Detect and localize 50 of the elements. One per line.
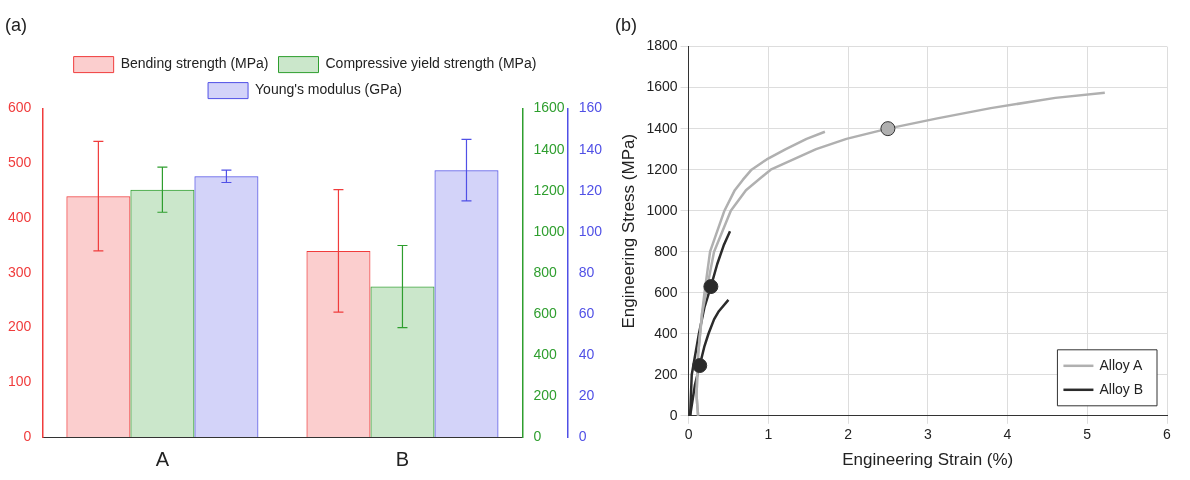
y3-tick-label: 20 (578, 386, 595, 403)
x-tick-label: A (155, 447, 170, 470)
y-axis-title: Engineering Stress (MPa) (618, 133, 638, 329)
x-tick-label: 2 (844, 426, 853, 443)
y-tick-label: 600 (8, 99, 32, 116)
y2-tick-label: 200 (533, 386, 558, 403)
legend-label: Alloy A (1099, 356, 1143, 373)
legend-label: Compressive yield strength (MPa) (325, 55, 537, 72)
y-tick-label: 800 (654, 242, 678, 259)
y-tick-label: 400 (654, 324, 678, 341)
x-tick-label: 1 (764, 426, 773, 443)
y-tick-label: 1200 (646, 160, 678, 177)
y-tick-label: 400 (8, 208, 32, 225)
legend-label: Young's modulus (GPa) (255, 81, 402, 98)
y-tick-label: 1800 (646, 37, 678, 54)
y2-tick-label: 1000 (533, 222, 565, 239)
x-tick-label: 4 (1003, 426, 1012, 443)
y-tick-label: 1600 (646, 78, 678, 95)
x-tick-label: 3 (923, 426, 932, 443)
y-tick-label: 300 (8, 263, 32, 280)
y2-tick-label: 800 (533, 263, 558, 280)
y3-tick-label: 60 (578, 304, 595, 321)
y-tick-label: 500 (8, 154, 32, 171)
y2-tick-label: 600 (533, 304, 558, 321)
legend-label: Alloy B (1099, 380, 1144, 397)
y-tick-label: 1000 (646, 201, 678, 218)
y-tick-label: 200 (8, 318, 32, 335)
chart-title: (a) (5, 14, 27, 35)
chart-title: (b) (615, 14, 637, 35)
y-tick-label: 0 (669, 406, 678, 423)
y3-tick-label: 40 (578, 345, 595, 362)
y3-tick-label: 140 (578, 140, 603, 157)
y-tick-label: 600 (654, 283, 678, 300)
y2-tick-label: 400 (533, 345, 558, 362)
y2-tick-label: 1600 (533, 99, 565, 116)
x-tick-label: 5 (1083, 426, 1092, 443)
y-tick-label: 1400 (646, 119, 678, 136)
y3-tick-label: 80 (578, 263, 595, 280)
x-tick-label: 0 (684, 426, 693, 443)
y3-tick-label: 100 (578, 222, 603, 239)
y-tick-label: 200 (654, 365, 678, 382)
y-tick-label: 100 (8, 373, 32, 390)
y2-tick-label: 1200 (533, 181, 565, 198)
x-axis-title: Engineering Strain (%) (842, 450, 1014, 470)
x-tick-label: 6 (1163, 426, 1172, 443)
x-tick-label: B (395, 447, 410, 470)
y3-tick-label: 160 (578, 99, 603, 116)
y2-tick-label: 1400 (533, 140, 565, 157)
legend-label: Bending strength (MPa) (120, 55, 269, 72)
y3-tick-label: 120 (578, 181, 603, 198)
